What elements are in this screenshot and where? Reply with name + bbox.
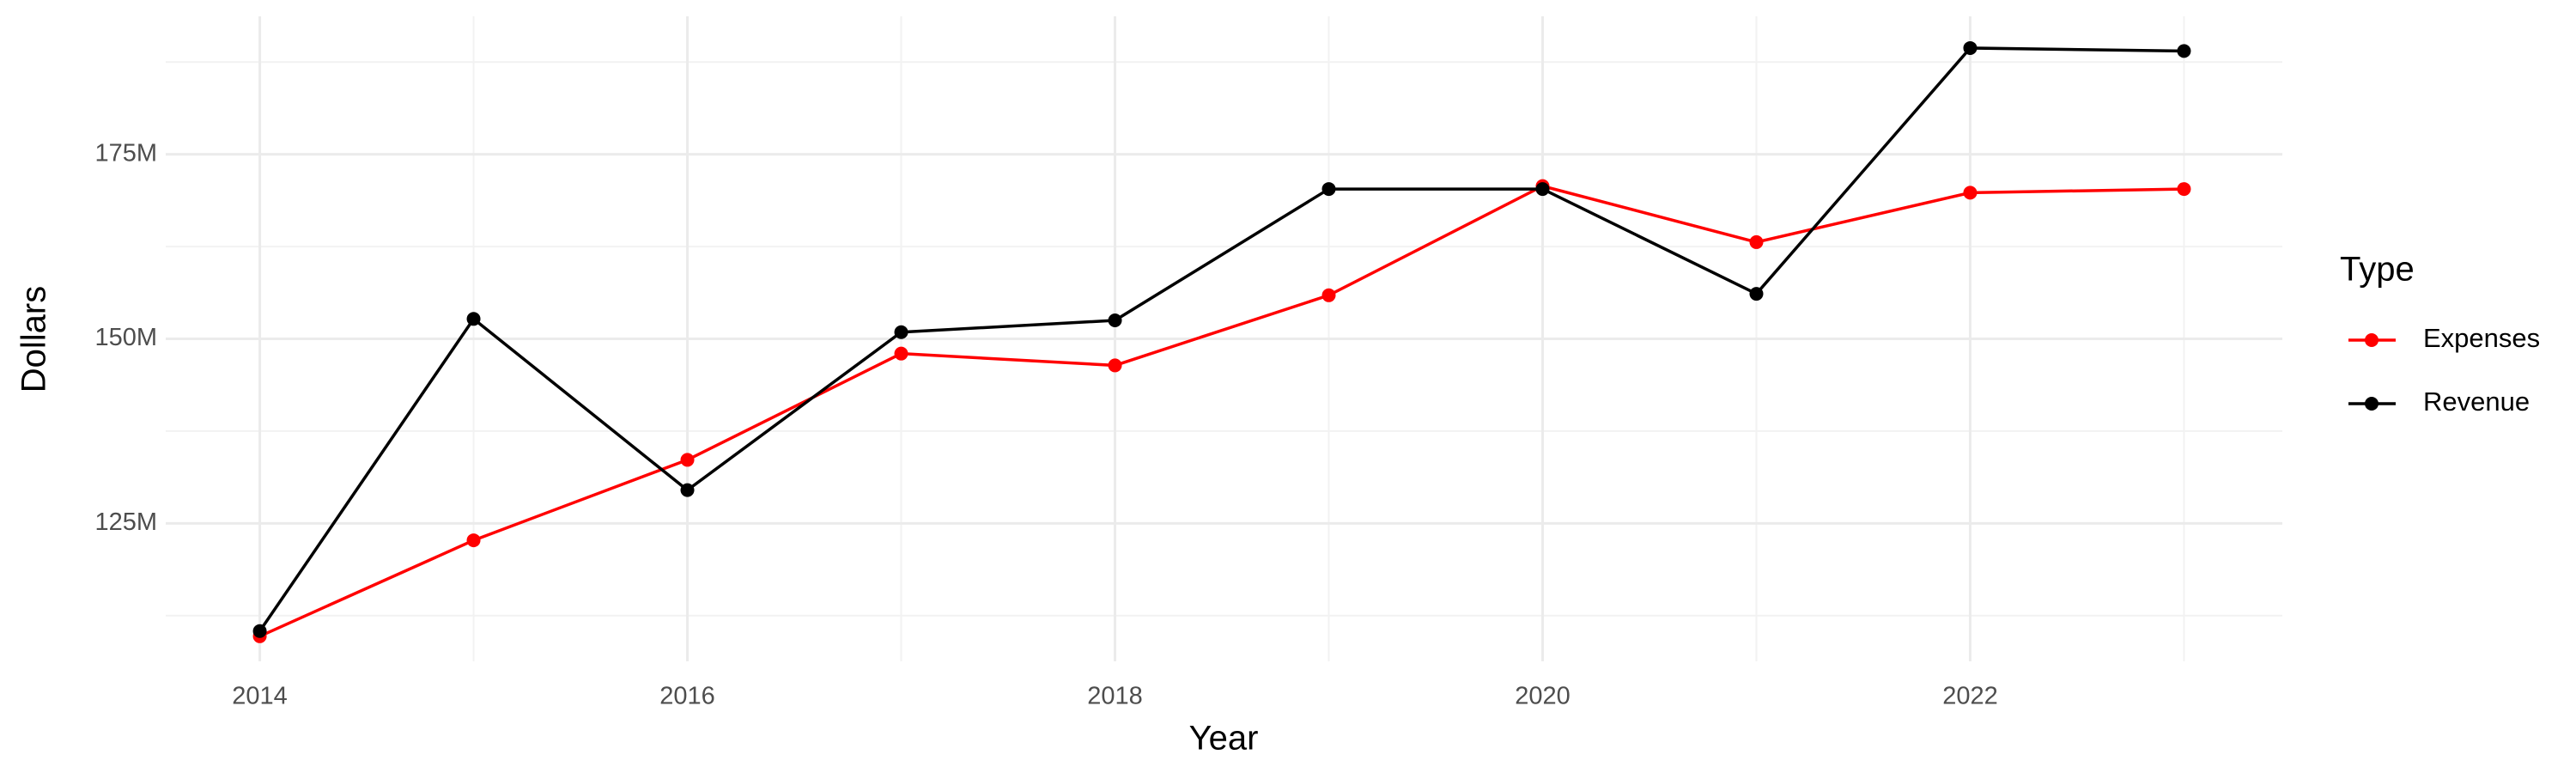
x-axis-title: Year xyxy=(1189,720,1259,758)
data-point xyxy=(1535,182,1550,197)
y-tick-label: 150M xyxy=(94,324,157,351)
data-point xyxy=(1108,313,1122,328)
data-point xyxy=(1749,234,1764,249)
x-tick-label: 2016 xyxy=(659,683,715,710)
data-point xyxy=(1321,288,1336,302)
grid xyxy=(166,16,2282,661)
data-point xyxy=(252,624,267,638)
data-point xyxy=(680,453,695,467)
legend-label: Expenses xyxy=(2423,323,2540,353)
data-point xyxy=(466,312,481,326)
data-point xyxy=(1963,40,1978,55)
y-tick-label: 175M xyxy=(94,139,157,167)
data-point xyxy=(894,346,908,361)
y-tick-label: 125M xyxy=(94,508,157,536)
data-point xyxy=(1321,182,1336,197)
data-point xyxy=(1749,287,1764,301)
y-axis-title: Dollars xyxy=(15,286,53,393)
x-tick-label: 2020 xyxy=(1515,683,1571,710)
data-point xyxy=(1963,186,1978,200)
data-point xyxy=(1108,358,1122,373)
x-tick-label: 2018 xyxy=(1087,683,1143,710)
legend-label: Revenue xyxy=(2423,386,2530,417)
series-line xyxy=(258,184,2184,638)
legend-key-point xyxy=(2365,333,2379,347)
series-line xyxy=(258,46,2184,632)
legend-key-point xyxy=(2365,397,2379,411)
data-point xyxy=(466,533,481,548)
x-tick-label: 2022 xyxy=(1942,683,1998,710)
data-point xyxy=(680,483,695,497)
data-point xyxy=(2177,44,2191,58)
data-point xyxy=(894,325,908,339)
data-point xyxy=(2177,182,2191,197)
legend-title: Type xyxy=(2340,251,2415,289)
x-tick-label: 2014 xyxy=(232,683,288,710)
